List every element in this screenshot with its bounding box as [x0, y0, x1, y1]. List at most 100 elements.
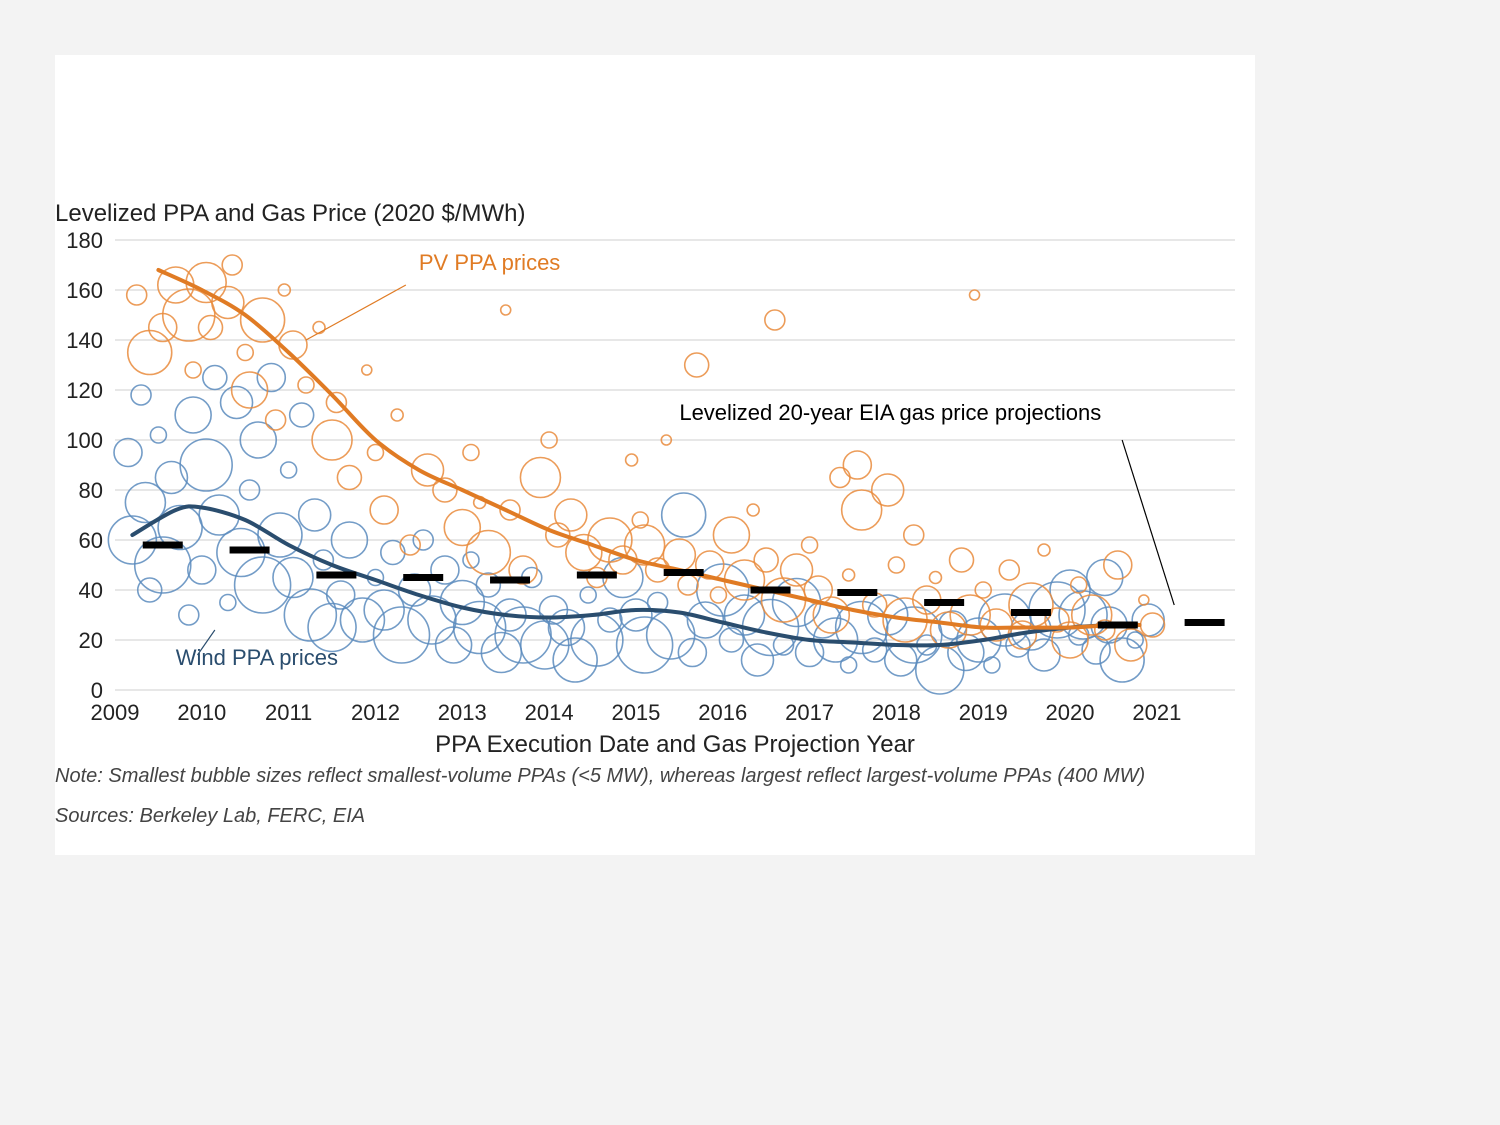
wind-bubble-point — [1132, 604, 1164, 636]
wind-bubble-point — [374, 607, 430, 663]
pv-bubble-point — [370, 496, 398, 524]
pv-bubble-point — [842, 490, 882, 530]
x-tick-label: 2017 — [785, 700, 834, 725]
pv-bubble-point — [713, 517, 749, 553]
y-tick-label: 120 — [66, 378, 103, 403]
pv-bubble — [127, 255, 1165, 661]
wind-bubble-point — [150, 427, 166, 443]
chart-plot: 0204060801001201401601802009201020112012… — [115, 240, 1235, 690]
wind-bubble-point — [188, 556, 216, 584]
pv-bubble-point — [999, 560, 1019, 580]
chart-sources: Sources: Berkeley Lab, FERC, EIA — [55, 805, 365, 828]
pv-bubble-point — [1141, 613, 1165, 637]
y-tick-label: 20 — [79, 628, 103, 653]
pv-bubble-point — [501, 305, 511, 315]
pv-bubble-point — [888, 557, 904, 573]
y-tick-label: 180 — [66, 228, 103, 253]
wind-bubble-point — [678, 639, 706, 667]
pv-bubble-point — [313, 322, 325, 334]
pv-bubble-point — [222, 255, 242, 275]
pv-bubble-point — [843, 569, 855, 581]
pv-bubble-point — [237, 345, 253, 361]
wind-bubble-point — [284, 589, 336, 641]
wind-bubble-point — [131, 385, 151, 405]
x-axis-label: PPA Execution Date and Gas Projection Ye… — [435, 731, 915, 758]
x-tick-label: 2019 — [959, 700, 1008, 725]
x-tick-label: 2010 — [177, 700, 226, 725]
pv-bubble-point — [337, 466, 361, 490]
y-tick-label: 80 — [79, 478, 103, 503]
pv-bubble-point — [678, 575, 698, 595]
wind-bubble-point — [553, 638, 597, 682]
pv-bubble-point — [970, 290, 980, 300]
chart-title: Levelized PPA and Gas Price (2020 $/MWh) — [55, 200, 525, 228]
wind-bubble-point — [220, 595, 236, 611]
x-tick-label: 2015 — [611, 700, 660, 725]
pv-bubble-point — [463, 445, 479, 461]
wind-bubble-point — [203, 366, 227, 390]
wind-bubble-point — [175, 397, 211, 433]
wind-bubble-point — [114, 439, 142, 467]
x-tick-label: 2018 — [872, 700, 921, 725]
pv-bubble-point — [626, 454, 638, 466]
chart-note: Note: Smallest bubble sizes reflect smal… — [55, 765, 1145, 788]
pv-bubble-point — [1038, 544, 1050, 556]
x-tick-label: 2021 — [1132, 700, 1181, 725]
pv-bubble-point — [362, 365, 372, 375]
wind-bubble-point — [580, 587, 596, 603]
x-tick-label: 2013 — [438, 700, 487, 725]
y-tick-label: 60 — [79, 528, 103, 553]
wind-bubble-point — [841, 657, 857, 673]
wind-bubble-point — [617, 617, 673, 673]
wind-bubble-point — [290, 403, 314, 427]
annotation-pv-leader — [306, 285, 406, 340]
pv-bubble-point — [241, 298, 285, 342]
pv-bubble-point — [830, 468, 850, 488]
pv-bubble-point — [904, 525, 924, 545]
wind-bubble-point — [299, 499, 331, 531]
x-tick-label: 2016 — [698, 700, 747, 725]
pv-bubble-point — [765, 310, 785, 330]
annotation-gas-label: Levelized 20-year EIA gas price projecti… — [679, 400, 1101, 425]
wind-bubble-point — [741, 644, 773, 676]
y-tick-label: 160 — [66, 278, 103, 303]
pv-bubble-point — [802, 537, 818, 553]
annotation-gas-leader — [1122, 440, 1174, 605]
wind-bubble-point — [916, 646, 964, 694]
pv-bubble-point — [128, 331, 172, 375]
wind-bubble-point — [273, 558, 313, 598]
pv-bubble-point — [199, 316, 223, 340]
wind-bubble-point — [281, 462, 297, 478]
y-tick-label: 100 — [66, 428, 103, 453]
x-tick-label: 2011 — [265, 700, 312, 725]
pv-bubble-point — [127, 285, 147, 305]
wind-bubble-point — [662, 493, 706, 537]
pv-bubble-point — [298, 377, 314, 393]
annotation-wind-label: Wind PPA prices — [176, 645, 338, 670]
x-tick-label: 2014 — [525, 700, 574, 725]
pv-bubble-point — [710, 587, 726, 603]
y-tick-label: 140 — [66, 328, 103, 353]
pv-bubble-point — [929, 572, 941, 584]
pv-trend-line — [158, 270, 1139, 628]
y-tick-label: 40 — [79, 578, 103, 603]
chart-container: Levelized PPA and Gas Price (2020 $/MWh)… — [55, 55, 1255, 855]
x-tick-label: 2009 — [91, 700, 140, 725]
pv-bubble-point — [520, 458, 560, 498]
pv-bubble-point — [754, 548, 778, 572]
pv-bubble-point — [950, 548, 974, 572]
pv-bubble-point — [685, 353, 709, 377]
wind-bubble-point — [984, 657, 1000, 673]
wind-bubble-point — [180, 439, 232, 491]
pv-bubble-point — [391, 409, 403, 421]
pv-bubble-point — [747, 504, 759, 516]
x-tick-label: 2012 — [351, 700, 400, 725]
pv-bubble-point — [843, 451, 871, 479]
wind-bubble-point — [179, 605, 199, 625]
pv-bubble-point — [185, 362, 201, 378]
wind-bubble-point — [235, 557, 291, 613]
pv-bubble-point — [555, 499, 587, 531]
pv-bubble-point — [1139, 595, 1149, 605]
x-tick-label: 2020 — [1046, 700, 1095, 725]
pv-bubble-point — [266, 410, 286, 430]
